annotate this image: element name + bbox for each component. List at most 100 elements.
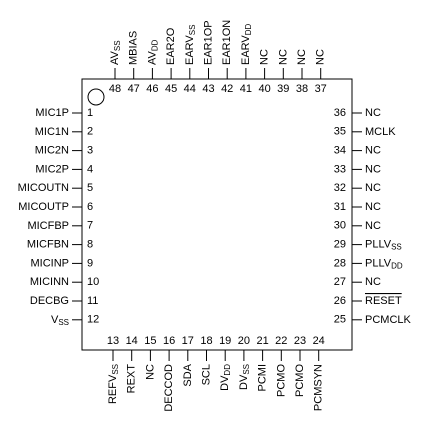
pin-label: PCMI	[257, 364, 269, 392]
pin-name: MICINP	[31, 257, 70, 269]
pin-name: NC	[277, 49, 289, 65]
pin-name: MIC2N	[35, 145, 69, 157]
pin-number: 42	[221, 83, 233, 95]
pin-number: 32	[334, 182, 346, 194]
pin-number: 29	[334, 239, 346, 251]
pin-number: 8	[87, 239, 93, 251]
pin-name: NC	[365, 220, 381, 232]
pin-name: NC	[365, 145, 381, 157]
pin-label: MIC2P	[35, 163, 69, 175]
pin-number: 35	[334, 126, 346, 138]
pin-label: AVSS	[109, 40, 122, 65]
pin-label: EAR1OP	[202, 20, 214, 65]
pin-label: MIC1N	[35, 126, 69, 138]
pin-name: NC	[365, 163, 381, 175]
pin-number: 44	[184, 83, 196, 95]
pin-name: DECBG	[30, 295, 69, 307]
pin-number: 47	[128, 83, 140, 95]
pin-label: EAR1ON	[221, 20, 233, 65]
pin-label: NC	[365, 163, 381, 175]
pin-name: NC	[144, 364, 156, 380]
pin-name: NC	[315, 49, 327, 65]
pin-label: MICOUTP	[18, 201, 69, 213]
pin-subscript: DD	[223, 364, 232, 376]
pin-name: MCLK	[365, 126, 396, 138]
pin-name: PCMO	[294, 364, 306, 397]
pin-label: PLLVSS	[365, 239, 402, 252]
pin-number: 25	[334, 314, 346, 326]
pin-number: 43	[202, 83, 214, 95]
pin-name: MIC1N	[35, 126, 69, 138]
pin-number: 17	[182, 335, 194, 347]
pin-number: 22	[275, 335, 287, 347]
pin-name: V	[51, 314, 59, 326]
pin-name: AV	[146, 50, 158, 65]
pin-number: 12	[87, 314, 99, 326]
pin-label: MICOUTN	[18, 182, 69, 194]
pin-label: EAR2O	[165, 27, 177, 65]
pin-name: NC	[296, 49, 308, 65]
pin-name: REXT	[126, 364, 138, 394]
pin-name: MIC2P	[35, 163, 69, 175]
pin-label: NC	[144, 364, 156, 380]
pin-number: 39	[277, 83, 289, 95]
pin-subscript: SS	[188, 25, 197, 36]
pin-name: MICFBN	[27, 239, 69, 251]
pin-number: 34	[334, 145, 346, 157]
pin-number: 9	[87, 257, 93, 269]
chip-body	[81, 78, 353, 351]
pin-label: PCMO	[294, 364, 306, 397]
pin-number: 1	[87, 107, 93, 119]
pin-name: NC	[365, 182, 381, 194]
pin-name: MBIAS	[128, 31, 140, 65]
pin-label: EARVDD	[240, 23, 253, 65]
pin-name: MICINN	[30, 276, 69, 288]
pin-subscript: SS	[242, 364, 251, 375]
pin-label: NC	[365, 145, 381, 157]
pin-name: EAR1OP	[202, 20, 214, 65]
pin-subscript: SS	[113, 40, 122, 51]
pin-label: MCLK	[365, 126, 396, 138]
pin-name: EAR2O	[165, 27, 177, 65]
pin-subscript: SS	[391, 243, 402, 252]
pin-number: 48	[109, 83, 121, 95]
pin-label: DVSS	[238, 364, 251, 390]
pin-number: 14	[126, 335, 138, 347]
pin-name: NC	[259, 49, 271, 65]
pin-label: MBIAS	[128, 31, 140, 65]
pin-name: NC	[365, 107, 381, 119]
pin-label: VSS	[51, 314, 69, 327]
pin-number: 2	[87, 126, 93, 138]
pin-number: 23	[294, 335, 306, 347]
pin-number: 37	[315, 83, 327, 95]
pin-label: NC	[365, 276, 381, 288]
pin-label: NC	[315, 49, 327, 65]
pin-number: 10	[87, 276, 99, 288]
pin-name: NC	[365, 276, 381, 288]
pin-label: MIC1P	[35, 107, 69, 119]
pin-number: 27	[334, 276, 346, 288]
pin-number: 3	[87, 145, 93, 157]
pin-label: NC	[365, 201, 381, 213]
pin-number: 24	[313, 335, 325, 347]
pin-label: NC	[365, 107, 381, 119]
pin-name: REFV	[107, 374, 119, 404]
pin1-marker	[87, 88, 105, 106]
pin-number: 19	[219, 335, 231, 347]
pin-number: 33	[334, 163, 346, 175]
pin-subscript: DD	[244, 23, 253, 35]
pin-name: PCMI	[257, 364, 269, 392]
pin-label: AVDD	[146, 39, 159, 65]
pin-number: 31	[334, 201, 346, 213]
pin-label: MICINP	[31, 257, 70, 269]
pin-label: PCMSYN	[313, 364, 325, 411]
pin-number: 36	[334, 107, 346, 119]
pin-label: MIC2N	[35, 145, 69, 157]
pin-name: MICOUTP	[18, 201, 69, 213]
pin-name: PCMCLK	[365, 314, 412, 326]
pin-name: AV	[109, 50, 121, 65]
pin-label: MICFBP	[27, 220, 69, 232]
pin-label: SCL	[200, 364, 212, 385]
pin-subscript: DD	[151, 39, 160, 51]
